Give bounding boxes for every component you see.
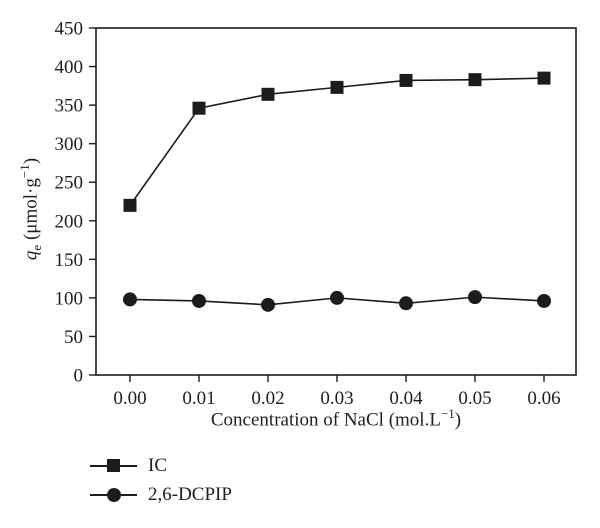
y-tick-label: 350	[55, 96, 84, 117]
y-tick-label: 0	[74, 366, 84, 387]
plot-frame	[95, 27, 577, 376]
x-tick-label: 0.03	[320, 388, 353, 409]
data-point-square	[123, 198, 137, 212]
legend-item-ic: IC	[90, 452, 232, 479]
y-tick-label: 450	[55, 19, 84, 40]
data-point-square	[468, 73, 482, 87]
y-tick-label: 200	[55, 211, 84, 232]
legend-item-dcpip: 2,6-DCPIP	[90, 481, 232, 508]
x-tick-label: 0.02	[251, 388, 284, 409]
data-point-square	[192, 101, 206, 115]
data-point-circle	[330, 290, 344, 305]
legend-label-ic: IC	[148, 454, 167, 476]
x-tick-label: 0.06	[527, 388, 560, 409]
legend-label-dcpip: 2,6-DCPIP	[148, 483, 232, 505]
y-axis-variable: q	[20, 250, 42, 261]
data-point-circle	[261, 297, 275, 312]
y-axis-unit-close: )	[20, 157, 42, 165]
x-axis-label: Concentration of NaCl (mol.L−1)	[96, 406, 576, 431]
y-tick-label: 50	[64, 327, 83, 348]
x-tick-label: 0.04	[389, 388, 423, 409]
y-tick-label: 250	[55, 173, 84, 194]
x-axis-text: Concentration of NaCl (mol.L	[210, 409, 441, 431]
x-tick-label: 0.00	[113, 388, 146, 409]
circle-marker-icon	[90, 487, 137, 502]
data-point-square	[261, 87, 275, 101]
data-point-square	[399, 73, 413, 87]
x-tick-label: 0.01	[182, 388, 215, 409]
y-axis-unit-exponent: −1	[17, 164, 32, 179]
y-axis-variable-subscript: e	[29, 244, 45, 251]
y-tick-label: 150	[55, 250, 84, 271]
data-point-circle	[537, 293, 551, 308]
y-tick-label: 100	[55, 288, 84, 309]
data-point-circle	[468, 290, 482, 305]
x-tick-label: 0.05	[458, 388, 491, 409]
x-axis-text-close: )	[454, 409, 462, 431]
y-axis-unit: (μmol·g	[20, 178, 42, 245]
data-point-circle	[399, 296, 413, 311]
data-point-square	[537, 71, 551, 85]
square-marker-icon	[90, 458, 137, 473]
y-axis-label: qe (μmol·g−1)	[17, 127, 45, 291]
x-axis-unit-exponent: −1	[440, 406, 455, 421]
y-tick-label: 300	[55, 134, 84, 155]
data-point-square	[330, 80, 344, 94]
series-line-IC	[129, 77, 545, 206]
data-point-circle	[192, 293, 206, 308]
chart-legend: IC 2,6-DCPIP	[90, 452, 232, 510]
data-point-circle	[123, 292, 137, 307]
y-tick-label: 400	[55, 57, 84, 78]
chart-canvas: 0 50 100 150 200 250 300 350 400 450 0.00 0.01 0.02 0…	[55, 19, 577, 409]
